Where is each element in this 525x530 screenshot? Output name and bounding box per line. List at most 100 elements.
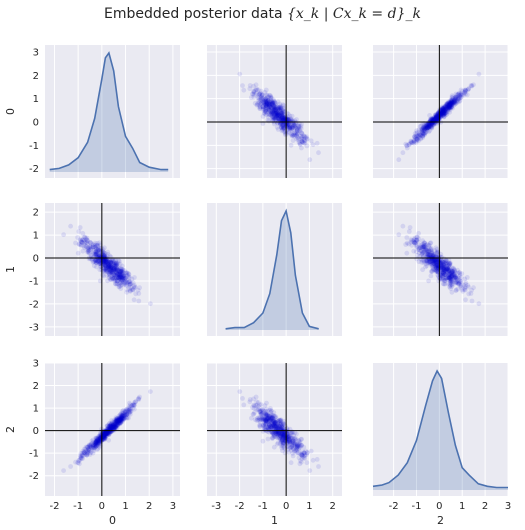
scatter-point	[108, 265, 113, 270]
scatter-point	[247, 86, 253, 92]
scatter-point	[449, 99, 455, 105]
scatter-point	[259, 407, 265, 412]
scatter-point	[443, 261, 449, 267]
scatter-point	[427, 252, 433, 258]
scatter-point	[418, 248, 424, 254]
scatter-point	[273, 115, 279, 121]
scatter-point	[127, 279, 132, 284]
scatter-point	[465, 283, 471, 288]
scatter-point	[418, 136, 424, 142]
scatter-point	[270, 114, 275, 120]
scatter-point	[77, 237, 83, 243]
scatter-point	[279, 110, 285, 116]
scatter-point	[412, 240, 417, 246]
scatter-point	[94, 257, 99, 263]
scatter-point	[103, 266, 109, 272]
scatter-point	[440, 281, 446, 287]
scatter-point	[445, 107, 451, 112]
scatter-point	[420, 131, 426, 136]
scatter-point	[428, 121, 434, 127]
scatter-point	[441, 112, 446, 117]
scatter-point	[411, 138, 417, 144]
scatter-point	[278, 117, 284, 123]
scatter-point	[450, 274, 456, 279]
scatter-point	[108, 425, 114, 430]
scatter-point	[447, 104, 452, 110]
scatter-point	[412, 240, 418, 246]
scatter-point	[110, 275, 115, 281]
scatter-point	[273, 104, 279, 110]
scatter-point	[430, 121, 436, 127]
scatter-point	[449, 99, 455, 105]
scatter-point	[288, 127, 293, 133]
scatter-point	[424, 263, 430, 269]
scatter-point	[251, 89, 257, 94]
scatter-point	[93, 249, 99, 255]
scatter-point	[441, 262, 446, 267]
scatter-point	[82, 234, 88, 240]
scatter-point	[432, 115, 438, 121]
scatter-point	[285, 117, 291, 123]
scatter-point	[449, 103, 455, 109]
scatter-point	[287, 124, 293, 130]
scatter-point	[97, 260, 102, 266]
scatter-point	[279, 128, 285, 134]
scatter-point	[109, 258, 115, 264]
scatter-point	[445, 267, 450, 273]
scatter-point	[454, 98, 460, 104]
scatter-point	[447, 274, 453, 280]
scatter-point	[83, 239, 89, 245]
scatter-point	[266, 109, 271, 114]
scatter-point	[446, 275, 452, 281]
scatter-point	[455, 98, 460, 104]
scatter-point	[429, 257, 435, 263]
scatter-point	[108, 254, 114, 260]
panel-background	[207, 45, 342, 178]
scatter-point	[113, 262, 119, 268]
scatter-point	[411, 240, 417, 246]
scatter-point	[412, 240, 418, 245]
scatter-point	[416, 250, 422, 256]
scatter-point	[124, 282, 130, 288]
scatter-point	[294, 133, 299, 139]
x-tick-label: -1	[73, 501, 83, 512]
scatter-point	[95, 243, 101, 249]
scatter-point	[264, 101, 270, 106]
scatter-point	[107, 269, 113, 275]
scatter-point	[428, 123, 434, 128]
scatter-point	[430, 259, 436, 265]
scatter-point	[274, 114, 280, 120]
scatter-point	[273, 110, 279, 116]
scatter-point	[462, 90, 468, 95]
scatter-point	[122, 277, 127, 283]
scatter-point	[444, 264, 449, 270]
scatter-point	[426, 278, 431, 284]
scatter-point	[444, 275, 449, 281]
scatter-point	[426, 248, 432, 254]
scatter-point	[104, 264, 109, 270]
scatter-point	[77, 242, 82, 247]
scatter-point	[436, 259, 442, 264]
scatter-point	[447, 102, 453, 108]
scatter-point	[419, 126, 425, 132]
scatter-point	[432, 267, 438, 272]
scatter-point	[423, 122, 429, 128]
scatter-point	[283, 117, 288, 122]
scatter-point	[453, 279, 459, 285]
scatter-point	[117, 417, 123, 423]
scatter-point	[426, 122, 432, 128]
scatter-point	[129, 276, 135, 282]
scatter-point	[451, 272, 457, 277]
scatter-point	[442, 108, 448, 114]
scatter-point	[448, 260, 453, 266]
scatter-point	[441, 271, 446, 277]
scatter-point	[433, 263, 439, 269]
scatter-point	[446, 99, 451, 105]
scatter-point	[425, 249, 430, 255]
scatter-point	[429, 261, 435, 267]
scatter-point	[265, 105, 271, 111]
scatter-point	[440, 275, 445, 281]
scatter-point	[456, 274, 462, 280]
scatter-point	[430, 122, 436, 128]
scatter-point	[431, 258, 437, 264]
